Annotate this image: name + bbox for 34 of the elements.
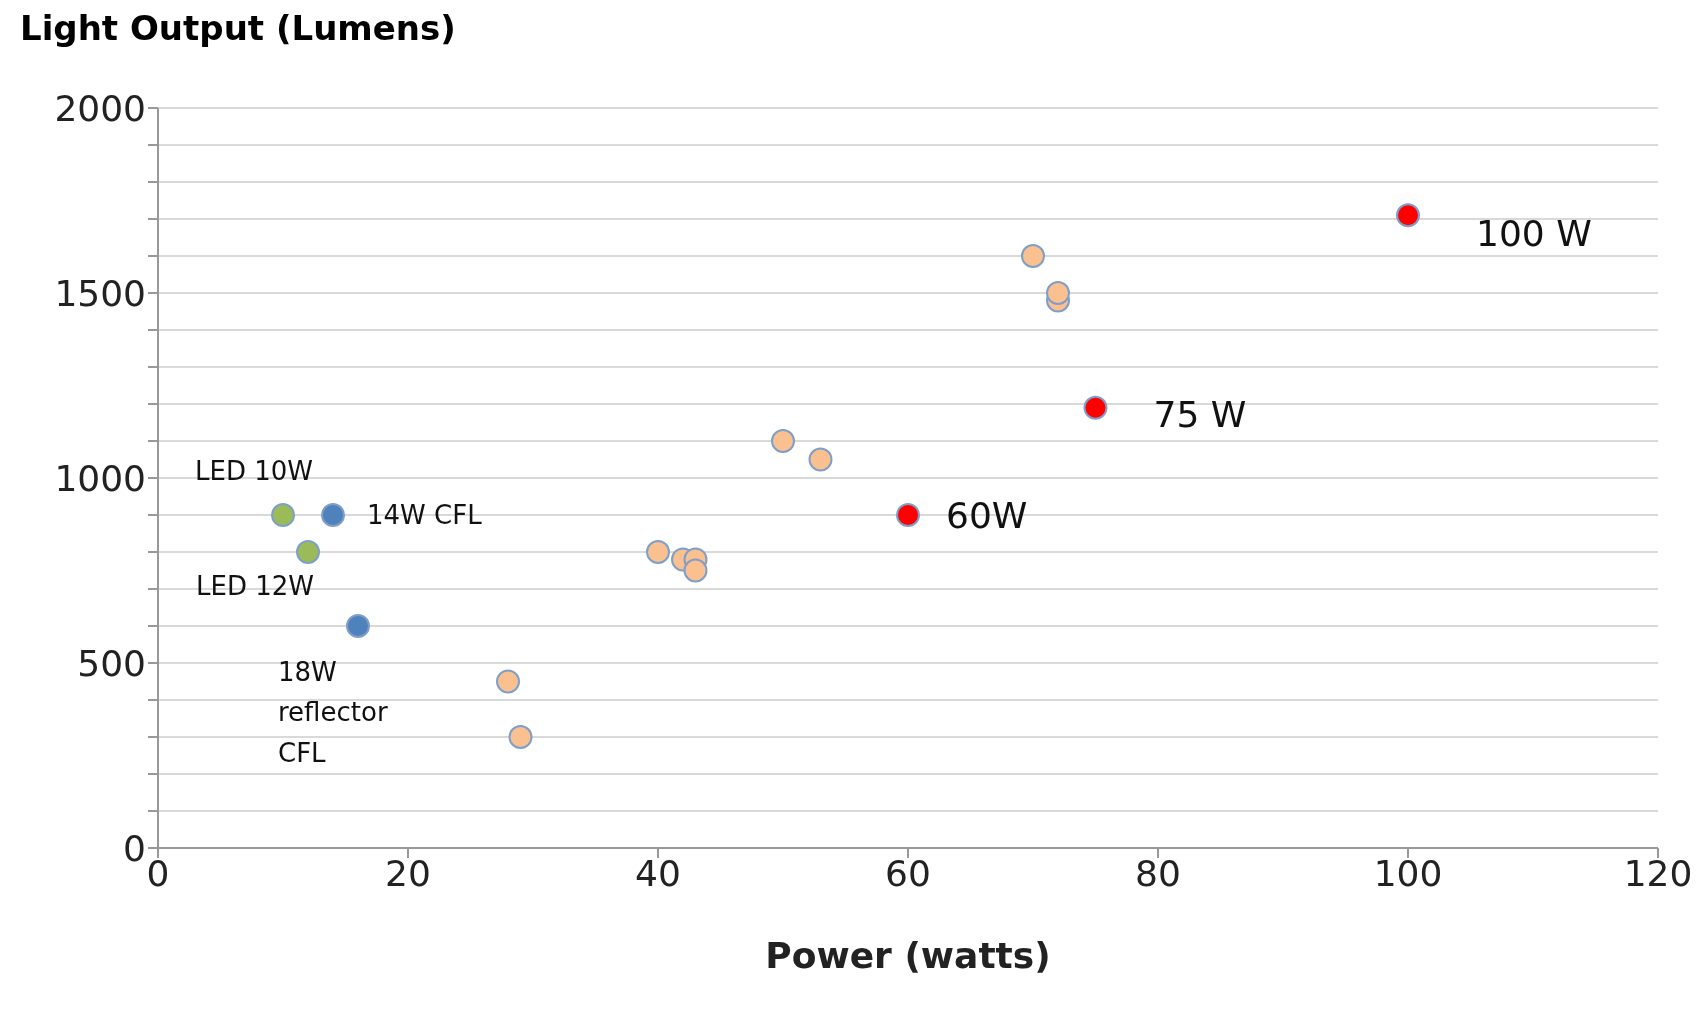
x-tick-label: 60 (885, 852, 931, 894)
point (271, 503, 295, 527)
x-tick-label: 80 (1135, 852, 1181, 894)
point (808, 447, 833, 472)
point (346, 614, 370, 638)
point (1083, 395, 1108, 420)
y-tick-label: 1500 (54, 272, 146, 314)
x-tick-label: 100 (1373, 852, 1443, 894)
x-tick-label: 40 (635, 852, 681, 894)
point (496, 669, 520, 694)
annotation: LED 10W (195, 456, 313, 486)
annotation: 60W (946, 494, 1028, 536)
annotation: 75 W (1153, 393, 1247, 435)
point (296, 540, 320, 564)
point (1396, 203, 1420, 228)
annotation: 100 W (1476, 212, 1592, 254)
y-tick-label: 2000 (54, 87, 146, 129)
point (508, 725, 533, 749)
y-axis-title: Light Output (Lumens) (19, 8, 457, 50)
point (1046, 281, 1070, 305)
point (771, 429, 795, 453)
x-axis-title: Power (watts) (765, 935, 1051, 976)
annotation: LED 12W (196, 571, 314, 601)
x-tick-label: 20 (385, 852, 431, 894)
annotation: 14W CFL (367, 500, 483, 530)
annotation: 18W reflector CFL (278, 657, 388, 768)
x-tick-label: 120 (1623, 852, 1693, 894)
y-tick-label: 500 (77, 642, 146, 684)
point (683, 558, 708, 583)
point (321, 503, 345, 527)
point (896, 503, 920, 527)
point (1021, 244, 1045, 268)
point (646, 540, 670, 564)
y-tick-label: 1000 (54, 457, 146, 499)
